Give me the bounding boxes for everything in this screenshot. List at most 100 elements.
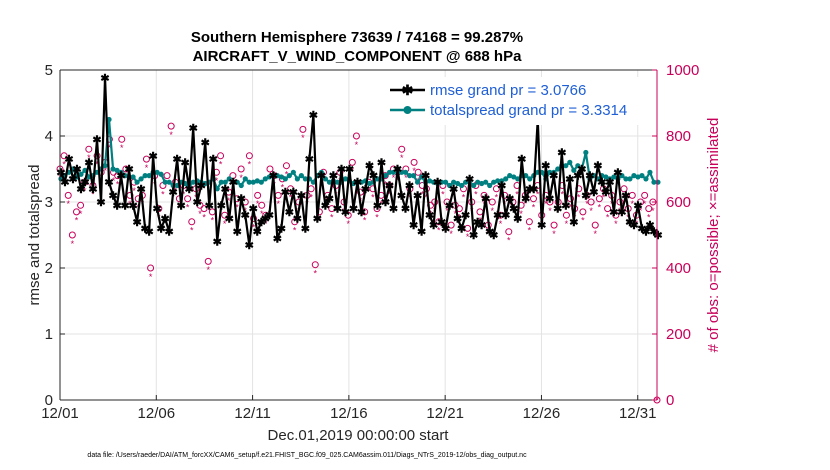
totalspread-point [142, 173, 148, 179]
totalspread-point [447, 182, 453, 189]
obs-assimilated-point: * [112, 176, 116, 186]
obs-possible-point [245, 152, 253, 160]
obs-assimilated-point: * [429, 209, 433, 219]
chart-title-line1: Southern Hemisphere 73639 / 74168 = 99.2… [191, 29, 523, 46]
totalspread-point [366, 180, 373, 187]
rmse-line [59, 76, 659, 246]
ticks [59, 69, 657, 401]
legend-spread-label: totalspread grand pr = 3.3314 [430, 102, 627, 119]
obs-possible-point [254, 191, 262, 199]
rmse-point: ✱ [305, 154, 314, 166]
rmse-point: ✱ [173, 154, 182, 166]
obs-assimilated-point: * [635, 219, 639, 229]
totalspread-point [547, 169, 553, 175]
x-tick-label: 12/06 [138, 405, 176, 422]
totalspread-point [575, 163, 581, 169]
obs-assimilated-point: * [515, 189, 519, 199]
obs-possible-point [299, 125, 307, 133]
rmse-point: ✱ [201, 138, 210, 150]
rmse-point: ✱ [177, 200, 186, 212]
obs-possible-point [311, 261, 319, 269]
x-tick-label: 12/16 [330, 405, 368, 422]
totalspread-point [607, 176, 613, 182]
legend-rmse-marker: ✱ [402, 82, 414, 98]
rmse-point: ✱ [225, 214, 234, 226]
totalspread-point [118, 169, 124, 175]
x-tick-label: 12/11 [234, 405, 270, 422]
obs-assimilated-point: * [91, 189, 95, 199]
rmse-point: ✱ [441, 223, 450, 235]
rmse-point: ✱ [477, 220, 486, 232]
totalspread-point [286, 173, 292, 179]
obs-assimilated-point: * [83, 186, 87, 196]
totalspread-point [551, 169, 557, 175]
totalspread-point [122, 173, 128, 179]
totalspread-point [507, 173, 513, 179]
obs-possible-point [492, 185, 500, 193]
obs-assimilated-point: * [198, 209, 202, 219]
rmse-point: ✱ [313, 214, 322, 226]
obs-assimilated-point: * [128, 199, 132, 209]
obs-assimilated-point: * [598, 202, 602, 212]
rmse-point: ✱ [565, 174, 574, 186]
obs-assimilated-point: * [346, 219, 350, 229]
y2-tick-label: 600 [666, 194, 691, 211]
rmse-point: ✱ [136, 184, 145, 196]
totalspread-point [414, 179, 421, 185]
obs-assimilated-point: * [244, 206, 248, 216]
totalspread-point [282, 176, 288, 182]
totalspread-point [647, 169, 653, 175]
obs-assimilated-point: * [186, 202, 190, 212]
totalspread-point [222, 179, 228, 185]
obs-possible-point [167, 122, 175, 130]
obs-possible-point [414, 168, 422, 176]
rmse-point: ✱ [273, 233, 282, 245]
totalspread-point [262, 176, 268, 182]
obs-assimilated-point: * [536, 189, 540, 199]
totalspread-point [406, 173, 413, 179]
totalspread-point [242, 176, 248, 182]
obs-possible-point [344, 211, 352, 219]
obs-possible-point [258, 201, 266, 209]
obs-assimilated-point: * [474, 189, 478, 199]
y-axis-label: rmse and totalspread [26, 165, 43, 306]
rmse-point: ✱ [561, 200, 570, 212]
obs-assimilated-point: * [425, 193, 429, 203]
obs-possible-point [118, 135, 126, 143]
obs-assimilated-point: * [602, 193, 606, 203]
rmse-point: ✱ [645, 220, 654, 232]
totalspread-point [390, 169, 397, 175]
rmse-point: ✱ [124, 164, 133, 176]
obs-possible-point [229, 172, 237, 180]
rmse-point: ✱ [341, 207, 350, 219]
totalspread-point [567, 159, 573, 165]
footer-datafile: data file: /Users/raeder/DAI/ATM_forcXX/… [87, 452, 527, 459]
obs-possible-point [529, 195, 537, 203]
rmse-point: ✱ [68, 174, 77, 186]
obs-possible-point [645, 205, 653, 213]
rmse-point: ✱ [84, 157, 93, 169]
obs-possible-point [480, 191, 488, 199]
totalspread-point [382, 173, 389, 179]
rmse-point: ✱ [473, 217, 482, 229]
obs-assimilated-point: * [318, 216, 322, 226]
rmse-point: ✱ [269, 171, 278, 183]
obs-assimilated-point: * [145, 163, 149, 173]
totalspread-point [218, 179, 224, 185]
rmse-point: ✱ [545, 194, 554, 206]
rmse-point: ✱ [617, 207, 626, 219]
obs-possible-point [184, 195, 192, 203]
rmse-point: ✱ [149, 151, 158, 163]
obs-possible-point [357, 188, 365, 196]
obs-assimilated-point: * [211, 216, 215, 226]
rmse-point: ✱ [649, 227, 658, 239]
rmse-point: ✱ [229, 177, 238, 189]
obs-assimilated-point: * [396, 176, 400, 186]
y-tick-label: 0 [45, 392, 53, 409]
obs-assimilated-point: * [507, 235, 511, 245]
rmse-point: ✱ [112, 200, 121, 212]
totalspread-point [214, 186, 220, 192]
obs-possible-point [579, 208, 587, 216]
obs-assimilated-point: * [178, 202, 182, 212]
totalspread-point [487, 182, 493, 189]
